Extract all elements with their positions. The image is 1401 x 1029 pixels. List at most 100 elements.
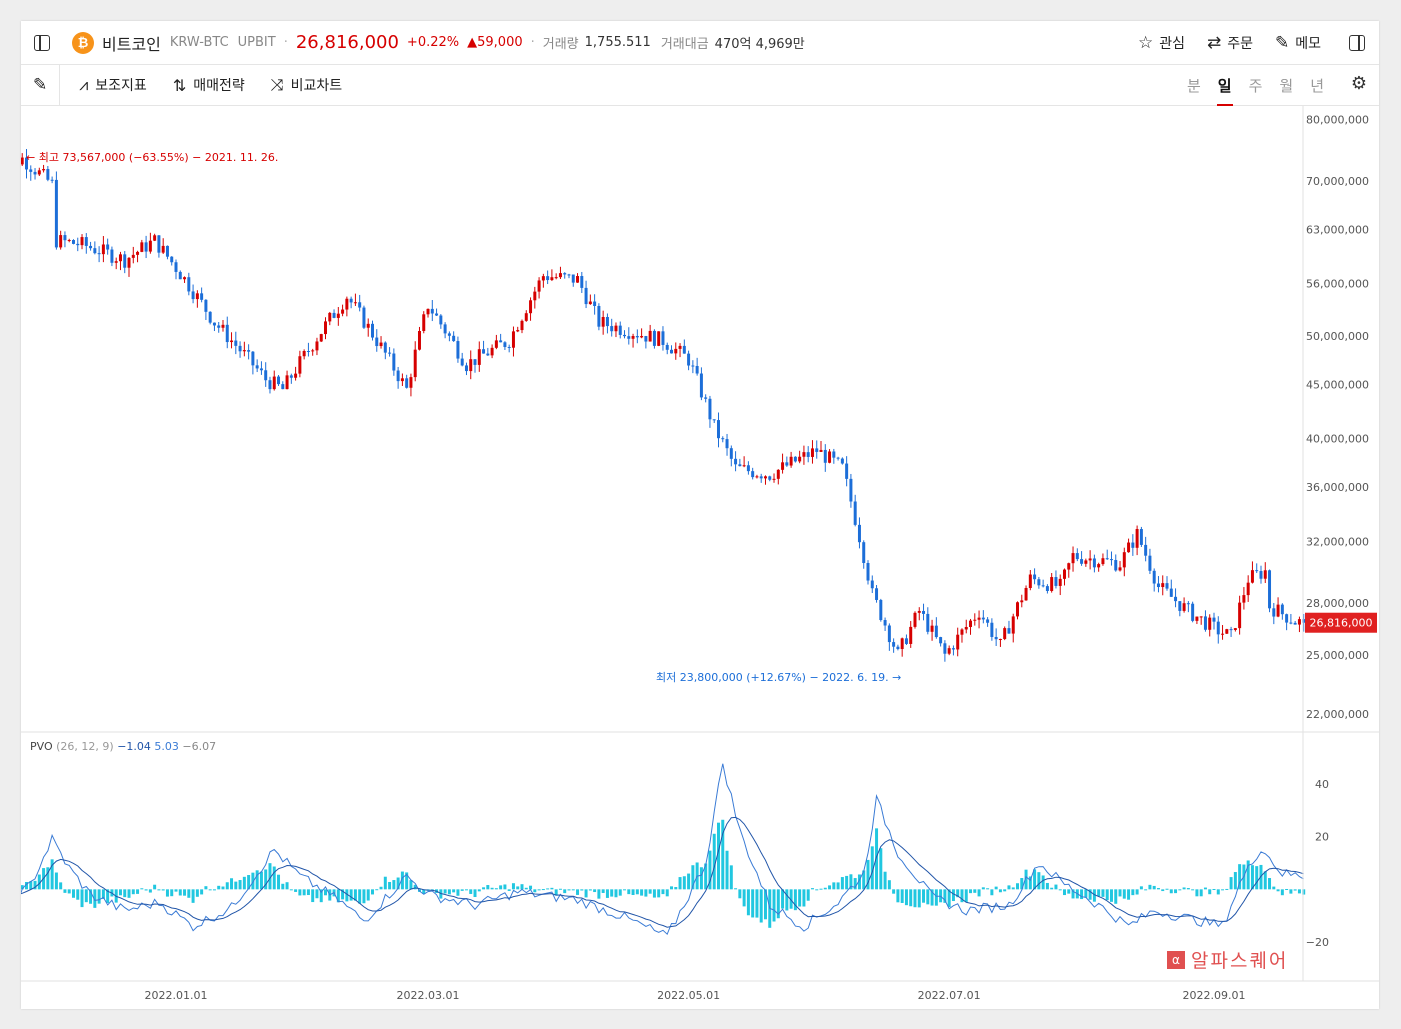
candle-body xyxy=(1041,585,1045,587)
candle-body xyxy=(836,457,840,459)
pvo-header: PVO (26, 12, 9) −1.04 5.03 −6.07 xyxy=(30,740,216,753)
pvo-histogram-bar xyxy=(469,889,473,894)
pvo-histogram-bar xyxy=(828,885,832,890)
candle-body xyxy=(994,636,998,640)
candle-body xyxy=(422,314,426,331)
compare-button[interactable]: ⤨ 비교차트 xyxy=(271,75,342,95)
candle-body xyxy=(716,420,720,439)
candle-body xyxy=(1152,570,1156,584)
candle-body xyxy=(507,346,511,348)
volume-label: 거래량 xyxy=(542,37,579,52)
pvo-histogram-bar xyxy=(943,889,947,903)
pvo-histogram-bar xyxy=(302,889,306,896)
pvo-histogram-bar xyxy=(1297,889,1301,894)
candle-body xyxy=(225,324,229,343)
favorite-button[interactable]: ☆ 관심 xyxy=(1138,33,1185,53)
candle-body xyxy=(1229,629,1233,631)
candle-body xyxy=(272,376,276,390)
price-chart[interactable]: 80,000,000 70,000,000 63,000,000 56,000,000… xyxy=(21,106,1379,1010)
strategy-button[interactable]: ⇅ 매매전략 xyxy=(173,75,245,95)
candle-body xyxy=(131,254,135,258)
period-month[interactable]: 월 xyxy=(1279,76,1294,95)
candle-body xyxy=(379,342,383,347)
candle-body xyxy=(1225,629,1229,634)
pvo-histogram-bar xyxy=(554,889,558,896)
candle-body xyxy=(802,452,806,457)
period-day[interactable]: 일 xyxy=(1216,76,1233,106)
candle-body xyxy=(1199,616,1203,618)
pvo-histogram-bar xyxy=(97,889,101,904)
pvo-histogram-bar xyxy=(563,889,567,894)
indicators-button[interactable]: ⩘ 보조지표 xyxy=(79,75,147,95)
price-tick-label: 32,000,000 xyxy=(1306,535,1369,548)
pvo-histogram-bar xyxy=(1280,889,1284,896)
pvo-histogram-bar xyxy=(230,878,234,890)
pvo-histogram-bar xyxy=(157,889,161,891)
candle-body xyxy=(904,638,908,644)
pvo-histogram-bar xyxy=(1225,888,1229,890)
candle-body xyxy=(127,257,131,268)
pvo-histogram-bar xyxy=(1050,887,1054,890)
candle-body xyxy=(212,322,216,326)
pvo-histogram-bar xyxy=(341,889,345,900)
candle-body xyxy=(806,452,810,457)
pvo-histogram-bar xyxy=(597,889,601,899)
candle-body xyxy=(195,293,199,300)
pvo-histogram-bar xyxy=(29,881,33,890)
pvo-histogram-bar xyxy=(443,889,447,894)
pvo-histogram-bar xyxy=(909,889,913,907)
pvo-histogram-bar xyxy=(1101,889,1105,897)
pvo-histogram-bar xyxy=(900,889,904,903)
pvo-histogram-bar xyxy=(973,889,977,893)
candle-body xyxy=(1092,558,1096,568)
order-button[interactable]: ⇄ 주문 xyxy=(1207,33,1253,53)
candle-body xyxy=(114,261,118,263)
candle-body xyxy=(772,478,776,480)
candle-body xyxy=(67,240,71,242)
candle-body xyxy=(24,157,28,170)
candle-body xyxy=(311,350,315,352)
candle-body xyxy=(63,235,67,241)
pvo-histogram-bar xyxy=(511,883,515,890)
pvo-histogram-bar xyxy=(964,889,968,902)
pvo-histogram-bar xyxy=(153,884,157,890)
candle-body xyxy=(926,613,930,632)
pvo-histogram-bar xyxy=(567,889,571,891)
period-week[interactable]: 주 xyxy=(1248,76,1263,95)
pvo-histogram-bar xyxy=(1084,889,1088,898)
pvo-histogram-bar xyxy=(123,889,127,898)
pvo-histogram-bar xyxy=(640,889,644,896)
candle-body xyxy=(755,476,759,478)
candle-body xyxy=(849,478,853,502)
date-tick-label: 2022.03.01 xyxy=(397,989,460,1002)
candle-body xyxy=(456,341,460,359)
pvo-histogram-bar xyxy=(648,889,652,894)
right-panel-toggle-icon[interactable] xyxy=(1349,34,1365,51)
pvo-histogram-bar xyxy=(610,889,614,897)
pvo-histogram-bar xyxy=(499,885,503,890)
candle-body xyxy=(469,359,473,372)
pvo-histogram-bar xyxy=(729,865,733,890)
drawing-pen-icon[interactable]: ✎ xyxy=(33,75,48,95)
candle-body xyxy=(1148,555,1152,571)
settings-gear-icon[interactable]: ⚙ xyxy=(1350,73,1367,94)
candle-body xyxy=(174,262,178,272)
pvo-histogram-bar xyxy=(674,887,678,890)
period-minute[interactable]: 분 xyxy=(1186,76,1201,95)
pvo-histogram-bar xyxy=(101,889,105,899)
pvo-histogram-bar xyxy=(482,887,486,890)
pvo-histogram-bar xyxy=(54,872,58,890)
candle-body xyxy=(417,330,421,350)
pvo-histogram-bar xyxy=(520,884,524,890)
pvo-histogram-bar xyxy=(1259,864,1263,890)
left-panel-toggle-icon[interactable] xyxy=(34,34,50,51)
pvo-histogram-bar xyxy=(1062,889,1066,896)
pvo-histogram-bar xyxy=(1199,889,1203,897)
candle-body xyxy=(388,352,392,354)
memo-button[interactable]: ✎ 메모 xyxy=(1275,33,1321,53)
candle-body xyxy=(247,350,251,352)
pvo-histogram-bar xyxy=(1144,889,1148,891)
period-year[interactable]: 년 xyxy=(1310,76,1324,95)
candle-body xyxy=(1276,604,1280,617)
candle-body xyxy=(883,620,887,626)
